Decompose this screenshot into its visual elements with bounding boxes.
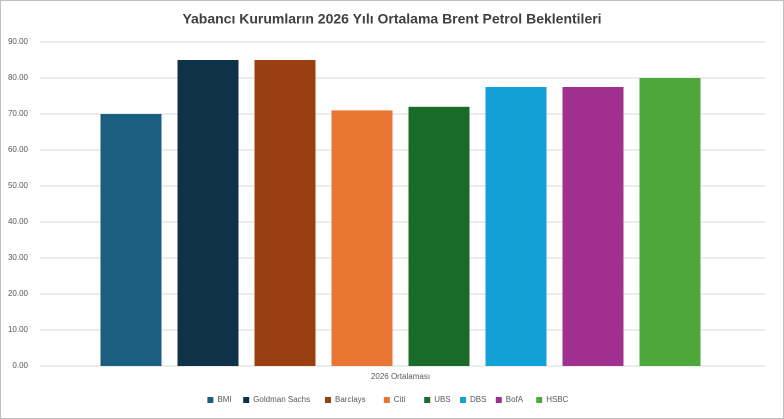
legend-label: DBS: [470, 395, 486, 404]
y-tick-label: 60.00: [8, 145, 29, 154]
legend-swatch: [495, 397, 502, 403]
bar: [639, 78, 701, 366]
legend-swatch: [325, 397, 331, 403]
y-tick-label: 30.00: [8, 253, 29, 262]
y-tick-label: 10.00: [8, 325, 29, 334]
y-tick-label: 0.00: [12, 361, 28, 370]
legend-label: UBS: [434, 395, 450, 404]
legend-swatch: [536, 397, 543, 403]
bar: [331, 110, 393, 367]
legend-label: Goldman Sachs: [253, 395, 310, 404]
legend-swatch: [383, 397, 390, 403]
legend-label: BMI: [217, 395, 231, 404]
bar: [408, 106, 470, 367]
legend-swatch: [460, 397, 466, 403]
y-tick-label: 40.00: [8, 217, 29, 226]
y-tick-label: 80.00: [8, 73, 29, 82]
legend-swatch: [243, 397, 250, 403]
y-tick-label: 20.00: [8, 289, 29, 298]
legend-label: Barclays: [335, 395, 366, 404]
legend-label: Citi: [394, 395, 406, 404]
legend-label: BofA: [506, 395, 524, 404]
chart-title: Yabancı Kurumların 2026 Yılı Ortalama Br…: [182, 11, 601, 27]
bar: [177, 60, 239, 366]
bar: [100, 114, 162, 366]
y-tick-label: 90.00: [8, 37, 29, 46]
y-tick-label: 50.00: [8, 181, 29, 190]
bar: [485, 87, 547, 366]
x-tick-label: 2026 Ortalaması: [371, 372, 430, 381]
bar: [562, 87, 624, 366]
legend-swatch: [424, 397, 431, 403]
y-tick-label: 70.00: [8, 109, 29, 118]
legend-label: HSBC: [546, 395, 568, 404]
legend-swatch: [207, 397, 214, 403]
bar: [254, 60, 316, 366]
